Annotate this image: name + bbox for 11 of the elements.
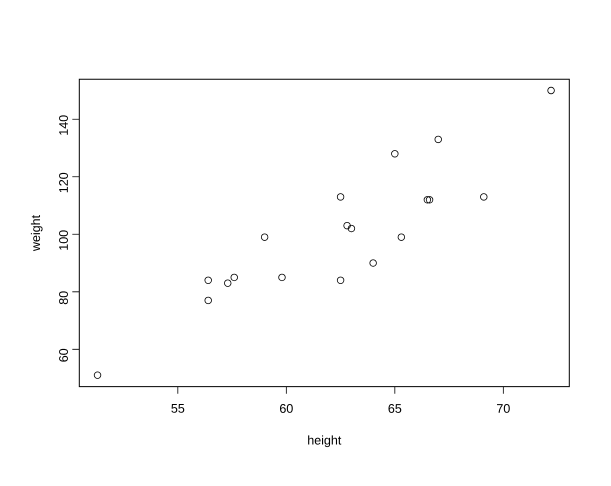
- x-tick-label: 70: [497, 404, 510, 413]
- y-axis-title: weight: [30, 215, 43, 252]
- y-tick-label: 60: [59, 348, 68, 362]
- x-axis-title: height: [308, 435, 342, 448]
- y-tick-label: 100: [59, 230, 68, 250]
- x-tick-label: 55: [171, 404, 184, 413]
- x-tick-label: 60: [280, 404, 293, 413]
- y-tick-label: 80: [59, 291, 68, 304]
- x-tick-label: 65: [388, 404, 402, 413]
- y-tick-label: 140: [59, 115, 68, 135]
- y-tick-label: 120: [59, 172, 68, 192]
